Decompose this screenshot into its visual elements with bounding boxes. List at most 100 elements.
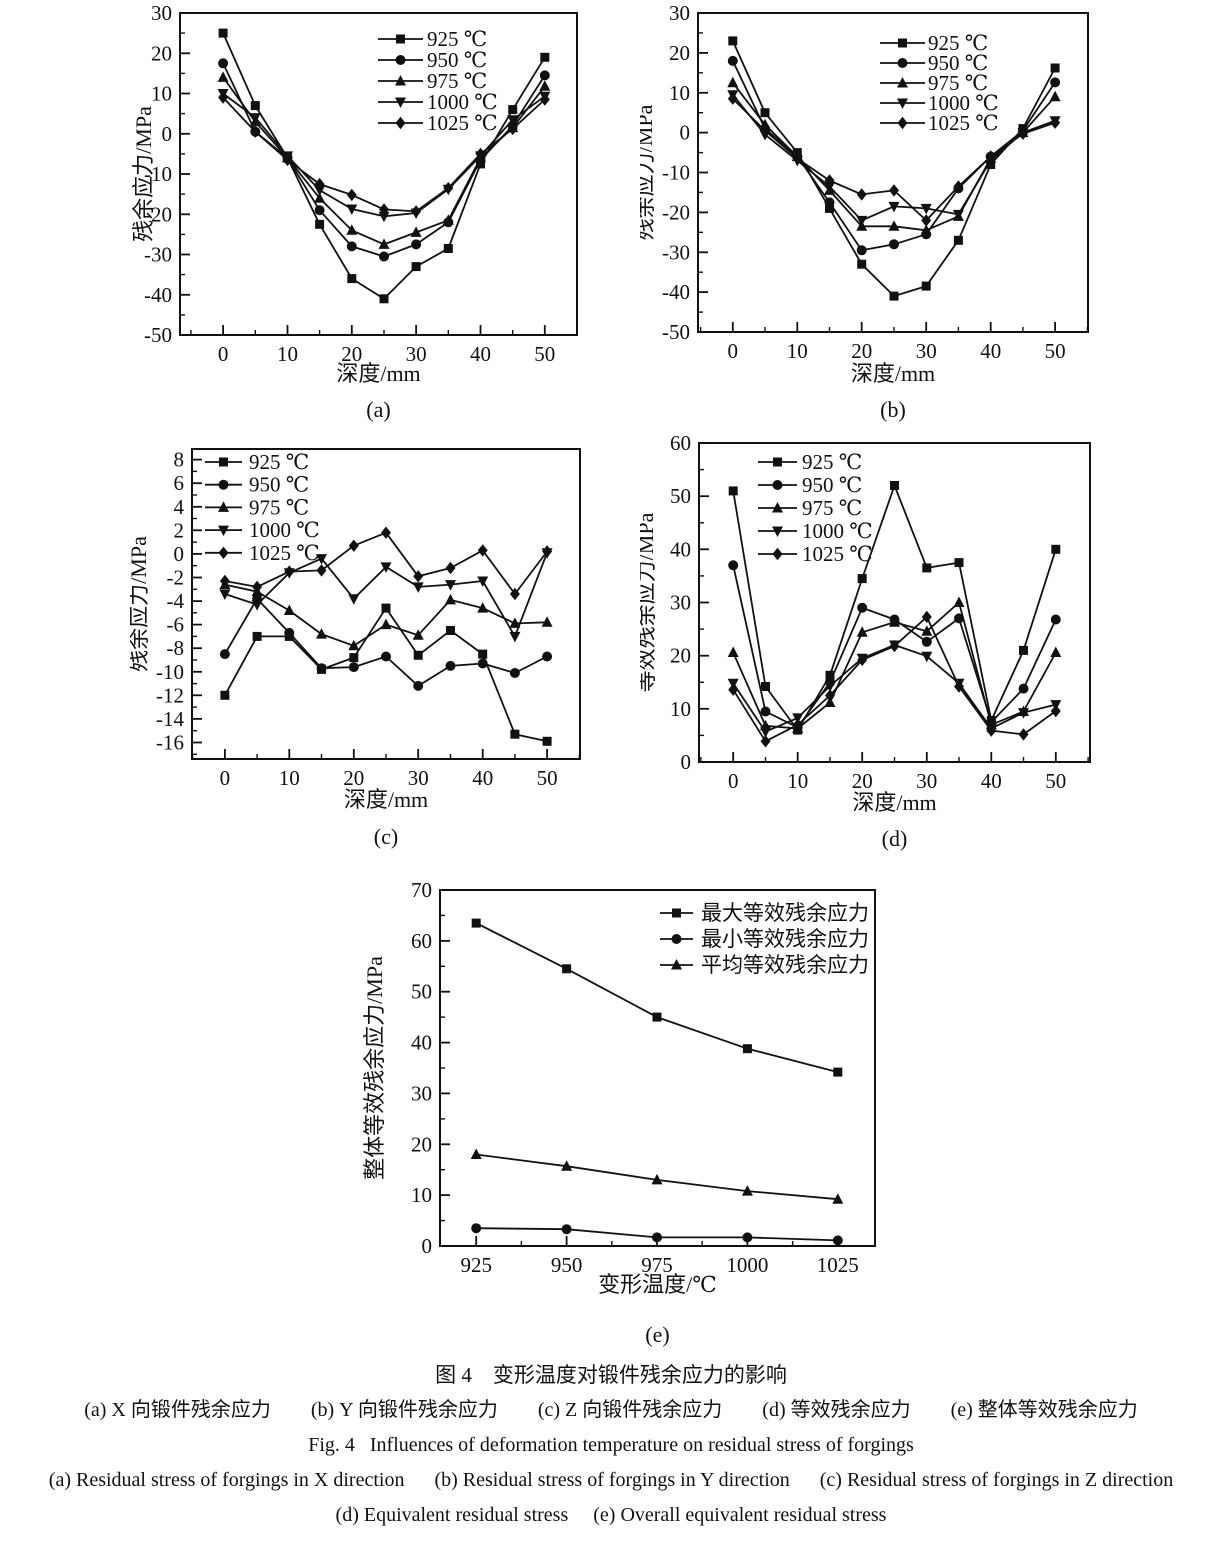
svg-text:50: 50: [670, 484, 691, 508]
svg-text:-10: -10: [144, 162, 172, 186]
svg-text:1000 ℃: 1000 ℃: [427, 90, 498, 114]
chart-a-xlabel: 深度/mm: [336, 361, 420, 386]
svg-text:20: 20: [670, 644, 691, 668]
chart-d-series-2: [727, 596, 1062, 733]
svg-text:30: 30: [406, 342, 427, 366]
svg-text:50: 50: [537, 766, 558, 790]
svg-text:1025 ℃: 1025 ℃: [427, 111, 498, 135]
chart-e-series-0: [471, 918, 843, 1077]
svg-text:925 ℃: 925 ℃: [928, 31, 988, 55]
chart-b-xlabel: 深度/mm: [851, 361, 935, 386]
svg-text:1025 ℃: 1025 ℃: [802, 542, 873, 566]
svg-text:40: 40: [670, 537, 691, 561]
svg-text:40: 40: [981, 769, 1002, 793]
svg-text:30: 30: [916, 339, 937, 363]
svg-text:-4: -4: [167, 589, 185, 613]
svg-text:-2: -2: [167, 566, 185, 590]
svg-text:-20: -20: [144, 202, 172, 226]
svg-text:-16: -16: [156, 731, 184, 755]
svg-text:950: 950: [551, 1253, 583, 1277]
svg-text:950 ℃: 950 ℃: [249, 473, 309, 497]
svg-text:925: 925: [460, 1253, 492, 1277]
figure-caption: 图 4 变形温度对锻件残余应力的影响 (a) X 向锻件残余应力 (b) Y 向…: [0, 1358, 1222, 1533]
svg-text:1000: 1000: [726, 1253, 768, 1277]
chart-a-tag: (a): [366, 397, 390, 422]
svg-text:20: 20: [343, 766, 364, 790]
svg-text:50: 50: [411, 980, 432, 1004]
chart-e-xlabel: 变形温度/℃: [598, 1272, 717, 1297]
chart-d-xlabel: 深度/mm: [852, 790, 936, 815]
svg-text:0: 0: [220, 766, 231, 790]
svg-text:20: 20: [669, 41, 690, 65]
chart-b-ylabel: 残余应力/MPa: [640, 104, 657, 240]
svg-text:-12: -12: [156, 683, 184, 707]
svg-text:平均等效残余应力: 平均等效残余应力: [701, 953, 869, 977]
svg-text:50: 50: [1045, 339, 1066, 363]
svg-text:10: 10: [787, 769, 808, 793]
svg-text:-6: -6: [167, 613, 185, 637]
chart-c-series-1: [219, 593, 553, 691]
chart-a-axis-labels: 深度/mm 残余应力/MPa (a): [131, 106, 421, 422]
chart-b-tag: (b): [880, 397, 906, 422]
svg-text:4: 4: [174, 495, 185, 519]
chart-d-series-0: [728, 481, 1061, 735]
svg-text:40: 40: [411, 1031, 432, 1055]
chart-b-tick-labels: 0 10 20 30 40 50 -50 -40 -30 -20 -10 0 10 20 30: [662, 1, 1066, 363]
chart-a-series-3: [217, 89, 551, 223]
chart-a-residual-stress-x-direction: 0 10 20 30 40 50 -50 -40 -30 -20 -10 0 10 20 30 925 ℃95…: [131, 1, 578, 422]
svg-text:0: 0: [728, 769, 739, 793]
svg-text:2: 2: [174, 518, 185, 542]
svg-text:0: 0: [218, 342, 229, 366]
svg-text:40: 40: [472, 766, 493, 790]
svg-text:-10: -10: [156, 660, 184, 684]
svg-text:1025: 1025: [817, 1253, 859, 1277]
chart-d-axes: [698, 442, 1091, 763]
svg-text:8: 8: [174, 448, 185, 472]
svg-text:975 ℃: 975 ℃: [427, 69, 487, 93]
chart-c-axis-labels: 深度/mm 残余应力/MPa (c): [130, 536, 428, 849]
svg-text:950 ℃: 950 ℃: [928, 51, 988, 75]
svg-text:60: 60: [670, 431, 691, 455]
svg-text:70: 70: [411, 878, 432, 902]
svg-text:-40: -40: [662, 280, 690, 304]
chart-a-series-4: [218, 91, 550, 218]
svg-text:最大等效残余应力: 最大等效残余应力: [701, 901, 869, 925]
svg-text:50: 50: [534, 342, 555, 366]
svg-text:-50: -50: [662, 320, 690, 344]
svg-text:10: 10: [669, 81, 690, 105]
svg-text:最小等效残余应力: 最小等效残余应力: [701, 927, 869, 951]
svg-text:30: 30: [408, 766, 429, 790]
chart-b-series-0: [728, 36, 1060, 301]
caption-title-zh: 图 4 变形温度对锻件残余应力的影响: [435, 1363, 787, 1387]
svg-text:0: 0: [162, 122, 173, 146]
chart-d-tag: (d): [882, 826, 908, 851]
chart-a-axes: [179, 12, 578, 336]
svg-text:-30: -30: [662, 240, 690, 264]
svg-text:950 ℃: 950 ℃: [427, 48, 487, 72]
chart-c-xlabel: 深度/mm: [344, 787, 428, 812]
svg-text:30: 30: [670, 591, 691, 615]
svg-text:50: 50: [1045, 769, 1066, 793]
svg-text:10: 10: [787, 339, 808, 363]
chart-d-tick-labels: 0 10 20 30 40 50 0 10 20 30 40 50 60: [670, 431, 1066, 793]
svg-text:10: 10: [411, 1183, 432, 1207]
svg-text:-40: -40: [144, 283, 172, 307]
svg-text:10: 10: [151, 82, 172, 106]
chart-c-tag: (c): [374, 824, 398, 849]
svg-text:60: 60: [411, 929, 432, 953]
svg-text:-10: -10: [662, 161, 690, 185]
chart-a-ylabel: 残余应力/MPa: [131, 106, 156, 242]
svg-text:1000 ℃: 1000 ℃: [928, 91, 999, 115]
chart-e-axis-labels: 变形温度/℃ 整体等效残余应力/MPa (e): [362, 956, 717, 1347]
chart-d-series-3: [727, 640, 1062, 738]
svg-text:30: 30: [916, 769, 937, 793]
svg-text:975 ℃: 975 ℃: [802, 496, 862, 520]
svg-text:20: 20: [341, 342, 362, 366]
chart-b-series-4: [727, 92, 1061, 227]
